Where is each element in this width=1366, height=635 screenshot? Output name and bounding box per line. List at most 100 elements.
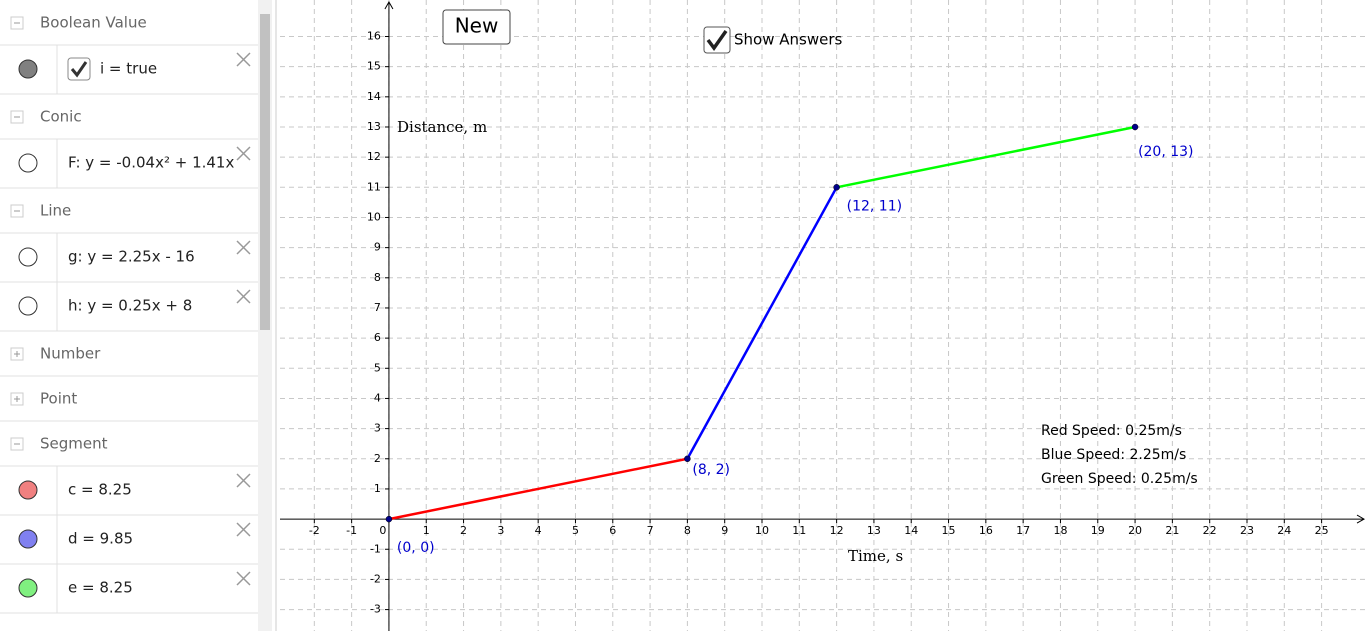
delete-button[interactable] [236,522,251,537]
x-tick-label: 25 [1315,524,1329,537]
y-tick-label: 12 [367,150,381,163]
y-tick-label: -3 [370,603,381,616]
x-tick-label: 23 [1240,524,1254,537]
x-tick-label: 10 [755,524,769,537]
delete-button[interactable] [236,52,251,67]
group-title: Point [40,390,77,408]
y-tick-label: 9 [374,241,381,254]
x-tick-label: 6 [609,524,616,537]
x-tick-label: 19 [1091,524,1105,537]
point-label: (12, 11) [847,198,902,214]
speed-note: Red Speed: 0.25m/s [1041,423,1182,439]
new-button-label: New [455,14,499,38]
show-answers-label: Show Answers [734,31,842,49]
x-tick-label: -1 [346,524,357,537]
point[interactable] [385,515,393,523]
check-mark [70,61,88,78]
y-tick-label: 7 [374,301,381,314]
x-tick-label: 11 [792,524,806,537]
delete-button[interactable] [236,289,251,304]
x-tick-label: 22 [1203,524,1217,537]
item-text: e = 8.25 [68,579,133,597]
y-tick-label: 15 [367,60,381,73]
group-title: Line [40,202,71,220]
x-tick-label: 20 [1128,524,1142,537]
x-tick-label: 17 [1016,524,1030,537]
point[interactable] [833,184,840,191]
item-text: h: y = 0.25x + 8 [68,297,192,315]
y-tick-label: -1 [370,542,381,555]
y-tick-label: 5 [374,361,381,374]
item-text: i = true [100,60,157,78]
x-tick-label: 16 [979,524,993,537]
point[interactable] [1131,123,1139,131]
visibility-toggle[interactable] [18,153,38,173]
x-tick-label: 18 [1053,524,1067,537]
x-axis-label: Time, s [848,547,903,565]
visibility-toggle[interactable] [18,296,38,316]
y-tick-label: 4 [374,391,381,404]
checkbox[interactable] [67,57,91,81]
x-tick-label: 21 [1165,524,1179,537]
speed-note: Green Speed: 0.25m/s [1041,471,1198,487]
delete-button[interactable] [236,240,251,255]
y-axis-arrow [384,0,394,10]
x-tick-label: 0 [379,524,386,537]
y-tick-label: 10 [367,210,381,223]
x-tick-label: 4 [535,524,542,537]
group-title: Conic [40,108,82,126]
x-tick-label: 14 [904,524,918,537]
show-answers-checkbox[interactable] [703,26,731,54]
delete-button[interactable] [236,571,251,586]
y-tick-label: 2 [374,452,381,465]
visibility-toggle[interactable] [18,480,38,500]
y-tick-label: 14 [367,90,381,103]
x-tick-label: 7 [647,524,654,537]
x-tick-label: -2 [309,524,320,537]
group-title: Number [40,345,101,363]
point-label: (0, 0) [397,540,435,556]
visibility-toggle[interactable] [18,59,38,79]
visibility-toggle[interactable] [18,578,38,598]
y-tick-label: 1 [374,482,381,495]
y-tick-label: 6 [374,331,381,344]
new-button[interactable] [442,9,511,45]
item-text: F: y = -0.04x² + 1.41x [68,154,234,172]
item-text: d = 9.85 [68,530,133,548]
x-tick-label: 15 [942,524,956,537]
x-tick-label: 13 [867,524,881,537]
point[interactable] [684,455,691,463]
graphics-view: -2 -1 0 1 2 3 4 5 6 7 8 9 10 11 12 13 14 15 16 17 18 19 20 21 22… [280,0,1366,631]
x-tick-label: 5 [572,524,579,537]
item-text: c = 8.25 [68,481,132,499]
scrollbar-thumb[interactable] [260,14,270,330]
speed-note: Blue Speed: 2.25m/s [1041,447,1186,463]
x-tick-label: 1 [423,524,430,537]
point-label: (20, 13) [1138,144,1193,160]
group-title: Boolean Value [40,14,147,32]
delete-button[interactable] [236,146,251,161]
segment [836,125,1136,189]
x-axis-arrow [1356,514,1366,524]
x-tick-label: 12 [830,524,844,537]
delete-button[interactable] [236,473,251,488]
algebra-view: Boolean Value i = true Conic F: y = -0.04x²… [0,14,258,614]
y-tick-label: 11 [367,180,381,193]
y-tick-label: 16 [367,29,381,42]
segment [388,457,688,521]
x-tick-label: 2 [460,524,467,537]
x-tick-label: 3 [497,524,504,537]
y-axis-label: Distance, m [397,118,487,136]
y-tick-label: 8 [374,271,381,284]
y-tick-label: -2 [370,572,381,585]
segment [686,186,838,460]
point-label: (8, 2) [692,462,730,478]
check-mark [706,29,728,51]
visibility-toggle[interactable] [18,247,38,267]
x-tick-label: 24 [1277,524,1291,537]
visibility-toggle[interactable] [18,529,38,549]
y-tick-label: 3 [374,422,381,435]
x-tick-label: 8 [684,524,691,537]
